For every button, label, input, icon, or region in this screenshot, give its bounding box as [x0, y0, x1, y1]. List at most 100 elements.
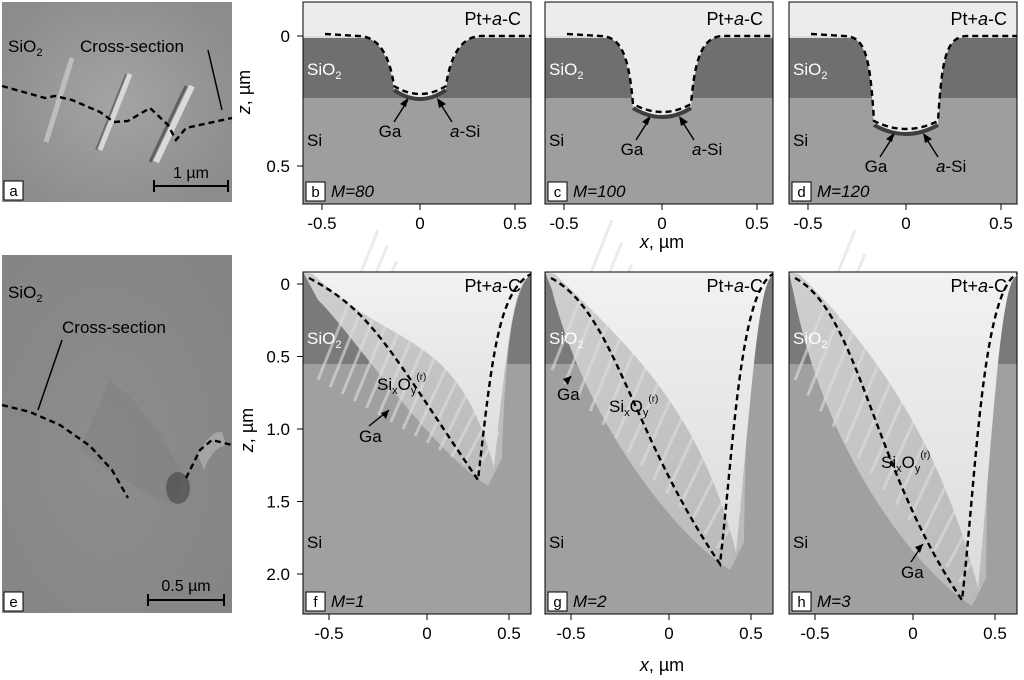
- panel-a-section-line: [1, 84, 233, 143]
- top-x-axis-title: x, µm: [639, 232, 684, 252]
- surface-profile-line: [810, 32, 1017, 131]
- pt-ac-label: Pt+a-C: [950, 276, 1007, 296]
- panel-f: Pt+a-C SiO2 Si SixOy(r) Ga f M=1 -0.5 0 0.5: [302, 229, 532, 643]
- ga-label: Ga: [359, 427, 382, 446]
- ga-layer: [392, 88, 448, 101]
- si-label: Si: [549, 131, 564, 150]
- si-label: Si: [307, 533, 322, 552]
- x-tick-label: 0: [664, 624, 673, 643]
- ga-arrowhead: [563, 376, 571, 385]
- panel-frame: [544, 1, 774, 205]
- ga-arrowhead: [381, 410, 389, 419]
- m-label: M=2: [573, 592, 607, 611]
- x-tick-label: 0: [415, 214, 424, 233]
- panel-frame: [788, 1, 1018, 205]
- x-tick-label: 0: [908, 624, 917, 643]
- surface-profile-line: [308, 272, 532, 484]
- bottom-z-axis-title: z, µm: [237, 408, 257, 453]
- panel-letter-box: [305, 591, 326, 612]
- m-label: M=80: [331, 182, 375, 201]
- panel-a-leader-line: [207, 49, 223, 111]
- m-label: M=1: [331, 592, 365, 611]
- pt-layer: [303, 272, 531, 468]
- panel-e-section-line-right: [184, 438, 233, 479]
- bottom-row: Pt+a-C SiO2 Si SixOy(r) Ga f M=1 -0.5 0 0.5 Pt+a-C…: [266, 219, 1018, 643]
- si-label: Si: [793, 131, 808, 150]
- svg-text:x, µm: x, µm: [639, 655, 684, 675]
- panel-g: Pt+a-C SiO2 Si SixOy(r) Ga g M=2 -0.5 0 0.5: [544, 219, 774, 643]
- a-si-label: a-Si: [936, 157, 966, 176]
- panel-letter: f: [313, 594, 318, 611]
- x-tick-label: -0.5: [549, 214, 578, 233]
- ga-arrowhead: [915, 544, 923, 553]
- x-tick-label: 0.5: [739, 624, 763, 643]
- bottom-x-axis-title: x, µm: [639, 655, 684, 675]
- top-row: Pt+a-C SiO2 Si Ga a-Si b M=80 -0.5 0 0.5 Pt+a-C SiO…: [266, 1, 1018, 233]
- sio2-label: SiO2: [307, 329, 341, 351]
- panel-e: SiO2 Cross-section 0.5 µm e: [1, 255, 233, 613]
- sio2-label: SiO2: [793, 329, 827, 351]
- panel-letter-box: [305, 181, 326, 202]
- panel-letter: g: [553, 594, 561, 611]
- x-tick-label: 0.5: [497, 624, 521, 643]
- panel-a-sio2-label: SiO2: [8, 37, 42, 59]
- fan-ridge: [425, 369, 463, 444]
- panel-b: Pt+a-C SiO2 Si Ga a-Si b M=80 -0.5 0 0.5: [302, 1, 532, 233]
- x-tick-label: 0: [657, 214, 666, 233]
- panel-e-section-line-left: [1, 403, 130, 499]
- pt-ac-label: Pt+a-C: [464, 276, 521, 296]
- fan-ridge: [563, 241, 624, 385]
- sixoy-label: SixOy(r): [881, 450, 930, 475]
- crater-fill: [789, 2, 1017, 133]
- panel-letter: b: [311, 184, 319, 201]
- fan-ridge: [328, 245, 389, 388]
- panel-letter: h: [797, 594, 805, 611]
- y-tick-label: 2.0: [266, 565, 290, 584]
- pt-ac-label: Pt+a-C: [950, 9, 1007, 29]
- panel-e-scale-label: 0.5 µm: [161, 578, 210, 595]
- crater-fill: [545, 2, 773, 116]
- a-si-label: a-Si: [692, 140, 722, 159]
- a-si-label: a-Si: [450, 122, 480, 141]
- panel-a-trenches: [43, 57, 195, 164]
- surface-profile-line: [550, 272, 774, 568]
- surface-profile-line: [794, 272, 1018, 604]
- y-tick-label: 1.5: [266, 493, 290, 512]
- x-tick-label: -0.5: [314, 624, 343, 643]
- panel-e-letter: e: [9, 594, 17, 611]
- fan-ridge: [316, 229, 380, 381]
- top-z-axis-title: z, µm: [234, 70, 254, 115]
- sio2-label: SiO2: [549, 329, 583, 351]
- y-tick-label: 0.5: [266, 348, 290, 367]
- x-tick-label: -0.5: [556, 624, 585, 643]
- panel-a-letter: a: [9, 183, 18, 200]
- panel-e-leader-line: [37, 339, 63, 411]
- y-tick-label: 0.5: [266, 157, 290, 176]
- ga-arrowhead: [642, 116, 650, 125]
- sixoy-label: SixOy(r): [609, 394, 658, 419]
- panel-letter-box: [791, 181, 812, 202]
- ga-label: Ga: [621, 140, 644, 159]
- panel-h: Pt+a-C SiO2 Si SixOy(r) Ga h M=3 -0.5 0 0.5: [788, 229, 1018, 643]
- a-si-arrowhead: [437, 98, 446, 108]
- m-label: M=100: [573, 182, 626, 201]
- svg-text:x, µm: x, µm: [639, 232, 684, 252]
- panel-a: SiO2 Cross-section 1 µm a: [1, 2, 233, 202]
- x-tick-label: 0.5: [503, 214, 527, 233]
- panel-a-scale-label: 1 µm: [173, 165, 209, 182]
- svg-text:z, µm: z, µm: [234, 70, 254, 115]
- m-label: M=120: [817, 182, 870, 201]
- x-tick-label: -0.5: [307, 214, 336, 233]
- panel-letter: d: [797, 184, 805, 201]
- sio2-label: SiO2: [307, 60, 341, 82]
- x-tick-label: 0.5: [745, 214, 769, 233]
- panel-c: Pt+a-C SiO2 Si Ga a-Si c M=100 -0.5 0 0.5: [544, 1, 774, 233]
- ga-label: Ga: [865, 157, 888, 176]
- a-si-arrowhead: [679, 116, 688, 126]
- y-tick-label: 1.0: [266, 420, 290, 439]
- m-label: M=3: [817, 592, 851, 611]
- ga-label: Ga: [901, 563, 924, 582]
- panel-letter-box: [547, 181, 568, 202]
- si-label: Si: [549, 533, 564, 552]
- pt-layer: [545, 272, 773, 552]
